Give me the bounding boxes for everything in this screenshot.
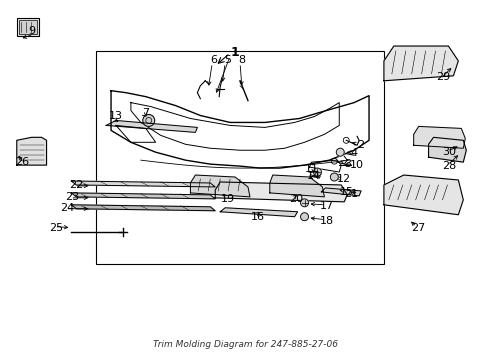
Polygon shape	[72, 193, 215, 199]
Text: 9: 9	[28, 26, 35, 36]
Polygon shape	[215, 182, 347, 202]
Text: 23: 23	[65, 192, 79, 202]
Polygon shape	[414, 126, 466, 148]
Text: 18: 18	[320, 216, 334, 226]
Text: 3: 3	[343, 159, 351, 169]
Text: 20: 20	[290, 194, 304, 204]
Polygon shape	[72, 205, 215, 211]
Polygon shape	[17, 137, 47, 165]
Text: 2: 2	[358, 140, 365, 150]
Polygon shape	[384, 46, 458, 81]
Text: 8: 8	[239, 55, 245, 65]
Text: Trim Molding Diagram for 247-885-27-06: Trim Molding Diagram for 247-885-27-06	[152, 340, 338, 349]
Polygon shape	[72, 181, 215, 187]
Text: 24: 24	[60, 203, 74, 213]
Text: 4: 4	[350, 148, 358, 158]
Bar	[96, 51, 384, 264]
Bar	[17, 18, 39, 36]
Circle shape	[300, 213, 309, 221]
Text: 16: 16	[251, 212, 265, 222]
Text: 5: 5	[224, 55, 232, 65]
Text: 13: 13	[109, 112, 123, 121]
Text: 27: 27	[412, 222, 426, 233]
Circle shape	[314, 168, 321, 176]
Text: 19: 19	[221, 194, 235, 204]
Circle shape	[143, 114, 155, 126]
Text: 17: 17	[320, 201, 334, 211]
Text: 14: 14	[306, 171, 320, 181]
Polygon shape	[220, 208, 297, 217]
Text: 28: 28	[442, 161, 457, 171]
Circle shape	[300, 199, 309, 207]
Text: 25: 25	[49, 222, 64, 233]
Text: 7: 7	[142, 108, 149, 117]
Text: 10: 10	[350, 160, 364, 170]
Text: 15: 15	[340, 187, 354, 197]
Text: 29: 29	[436, 72, 451, 82]
Polygon shape	[321, 188, 361, 196]
Circle shape	[330, 173, 338, 181]
Polygon shape	[270, 175, 324, 197]
Text: 12: 12	[337, 174, 351, 184]
Bar	[19, 20, 37, 34]
Polygon shape	[384, 175, 464, 215]
Text: 26: 26	[15, 157, 29, 167]
Text: 21: 21	[344, 189, 358, 199]
Text: 11: 11	[304, 164, 319, 174]
Circle shape	[336, 148, 344, 156]
Text: 1: 1	[231, 46, 240, 59]
Polygon shape	[106, 121, 197, 132]
Text: 6: 6	[211, 55, 218, 65]
Polygon shape	[429, 137, 466, 162]
Text: 30: 30	[442, 147, 456, 157]
Polygon shape	[191, 175, 250, 197]
Text: 22: 22	[69, 180, 83, 190]
